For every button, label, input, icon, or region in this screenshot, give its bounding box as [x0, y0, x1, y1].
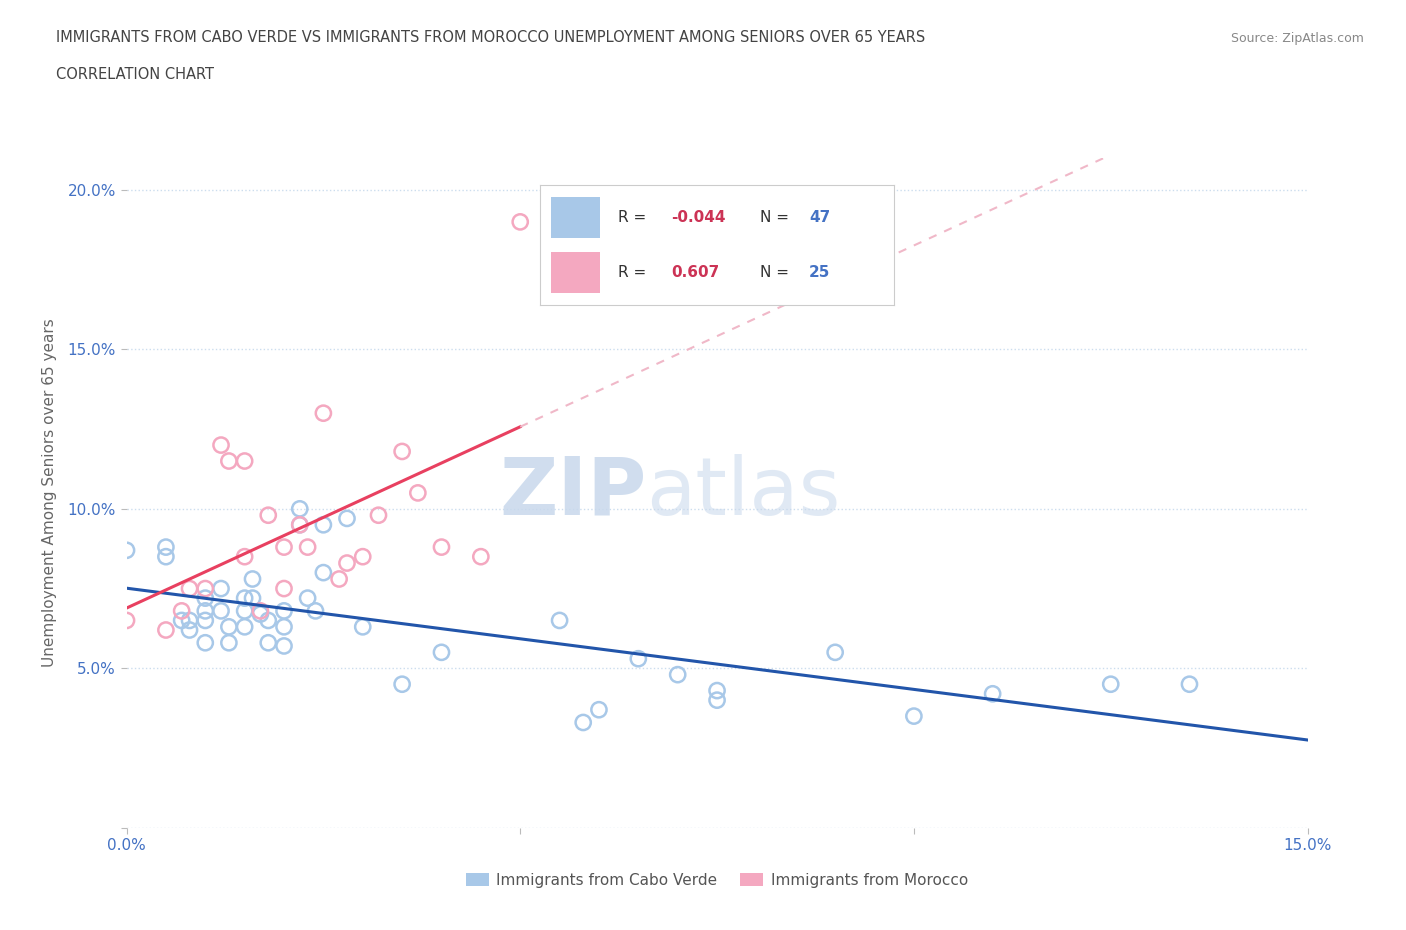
Point	[170, 613, 193, 628]
Text: atlas: atlas	[647, 454, 841, 532]
Point	[304, 604, 326, 618]
Point	[328, 572, 350, 587]
Point	[209, 581, 232, 596]
Point	[233, 619, 256, 634]
Point	[430, 644, 453, 659]
Point	[312, 565, 335, 580]
Point	[288, 501, 311, 516]
Point	[194, 613, 217, 628]
Point	[367, 508, 389, 523]
Point	[588, 702, 610, 717]
Point	[352, 619, 374, 634]
Point	[257, 508, 280, 523]
Point	[155, 550, 177, 565]
Point	[218, 454, 240, 469]
Point	[288, 517, 311, 532]
Point	[249, 606, 271, 621]
Point	[706, 693, 728, 708]
Point	[1178, 677, 1201, 692]
Point	[627, 651, 650, 666]
Point	[666, 667, 689, 682]
Point	[257, 635, 280, 650]
Point	[233, 454, 256, 469]
Point	[903, 709, 925, 724]
Point	[194, 581, 217, 596]
Text: CORRELATION CHART: CORRELATION CHART	[56, 67, 214, 82]
Point	[273, 539, 295, 554]
Point	[273, 619, 295, 634]
Point	[509, 215, 531, 230]
Point	[824, 644, 846, 659]
Point	[273, 639, 295, 654]
Point	[470, 550, 492, 565]
Point	[179, 613, 201, 628]
Point	[706, 684, 728, 698]
Y-axis label: Unemployment Among Seniors over 65 years: Unemployment Among Seniors over 65 years	[42, 318, 56, 668]
Text: IMMIGRANTS FROM CABO VERDE VS IMMIGRANTS FROM MOROCCO UNEMPLOYMENT AMONG SENIORS: IMMIGRANTS FROM CABO VERDE VS IMMIGRANTS…	[56, 30, 925, 45]
Point	[273, 604, 295, 618]
Point	[194, 635, 217, 650]
Point	[406, 485, 429, 500]
Point	[288, 517, 311, 532]
Point	[312, 517, 335, 532]
Point	[170, 604, 193, 618]
Point	[233, 604, 256, 618]
Point	[233, 591, 256, 605]
Point	[981, 686, 1004, 701]
Text: Source: ZipAtlas.com: Source: ZipAtlas.com	[1230, 32, 1364, 45]
Point	[1099, 677, 1122, 692]
Point	[430, 539, 453, 554]
Point	[297, 539, 319, 554]
Point	[391, 677, 413, 692]
Point	[297, 591, 319, 605]
Point	[336, 511, 359, 525]
Point	[155, 539, 177, 554]
Point	[336, 555, 359, 570]
Point	[115, 543, 138, 558]
Point	[352, 550, 374, 565]
Text: ZIP: ZIP	[499, 454, 647, 532]
Point	[242, 591, 264, 605]
Point	[218, 635, 240, 650]
Point	[233, 550, 256, 565]
Point	[273, 581, 295, 596]
Point	[548, 613, 571, 628]
Point	[209, 604, 232, 618]
Point	[391, 444, 413, 458]
Point	[179, 622, 201, 637]
Point	[242, 572, 264, 587]
Point	[115, 613, 138, 628]
Point	[155, 622, 177, 637]
Point	[209, 438, 232, 453]
Point	[572, 715, 595, 730]
Legend: Immigrants from Cabo Verde, Immigrants from Morocco: Immigrants from Cabo Verde, Immigrants f…	[460, 867, 974, 894]
Point	[249, 604, 271, 618]
Point	[179, 581, 201, 596]
Point	[194, 591, 217, 605]
Point	[194, 604, 217, 618]
Point	[218, 619, 240, 634]
Point	[312, 405, 335, 420]
Point	[257, 613, 280, 628]
